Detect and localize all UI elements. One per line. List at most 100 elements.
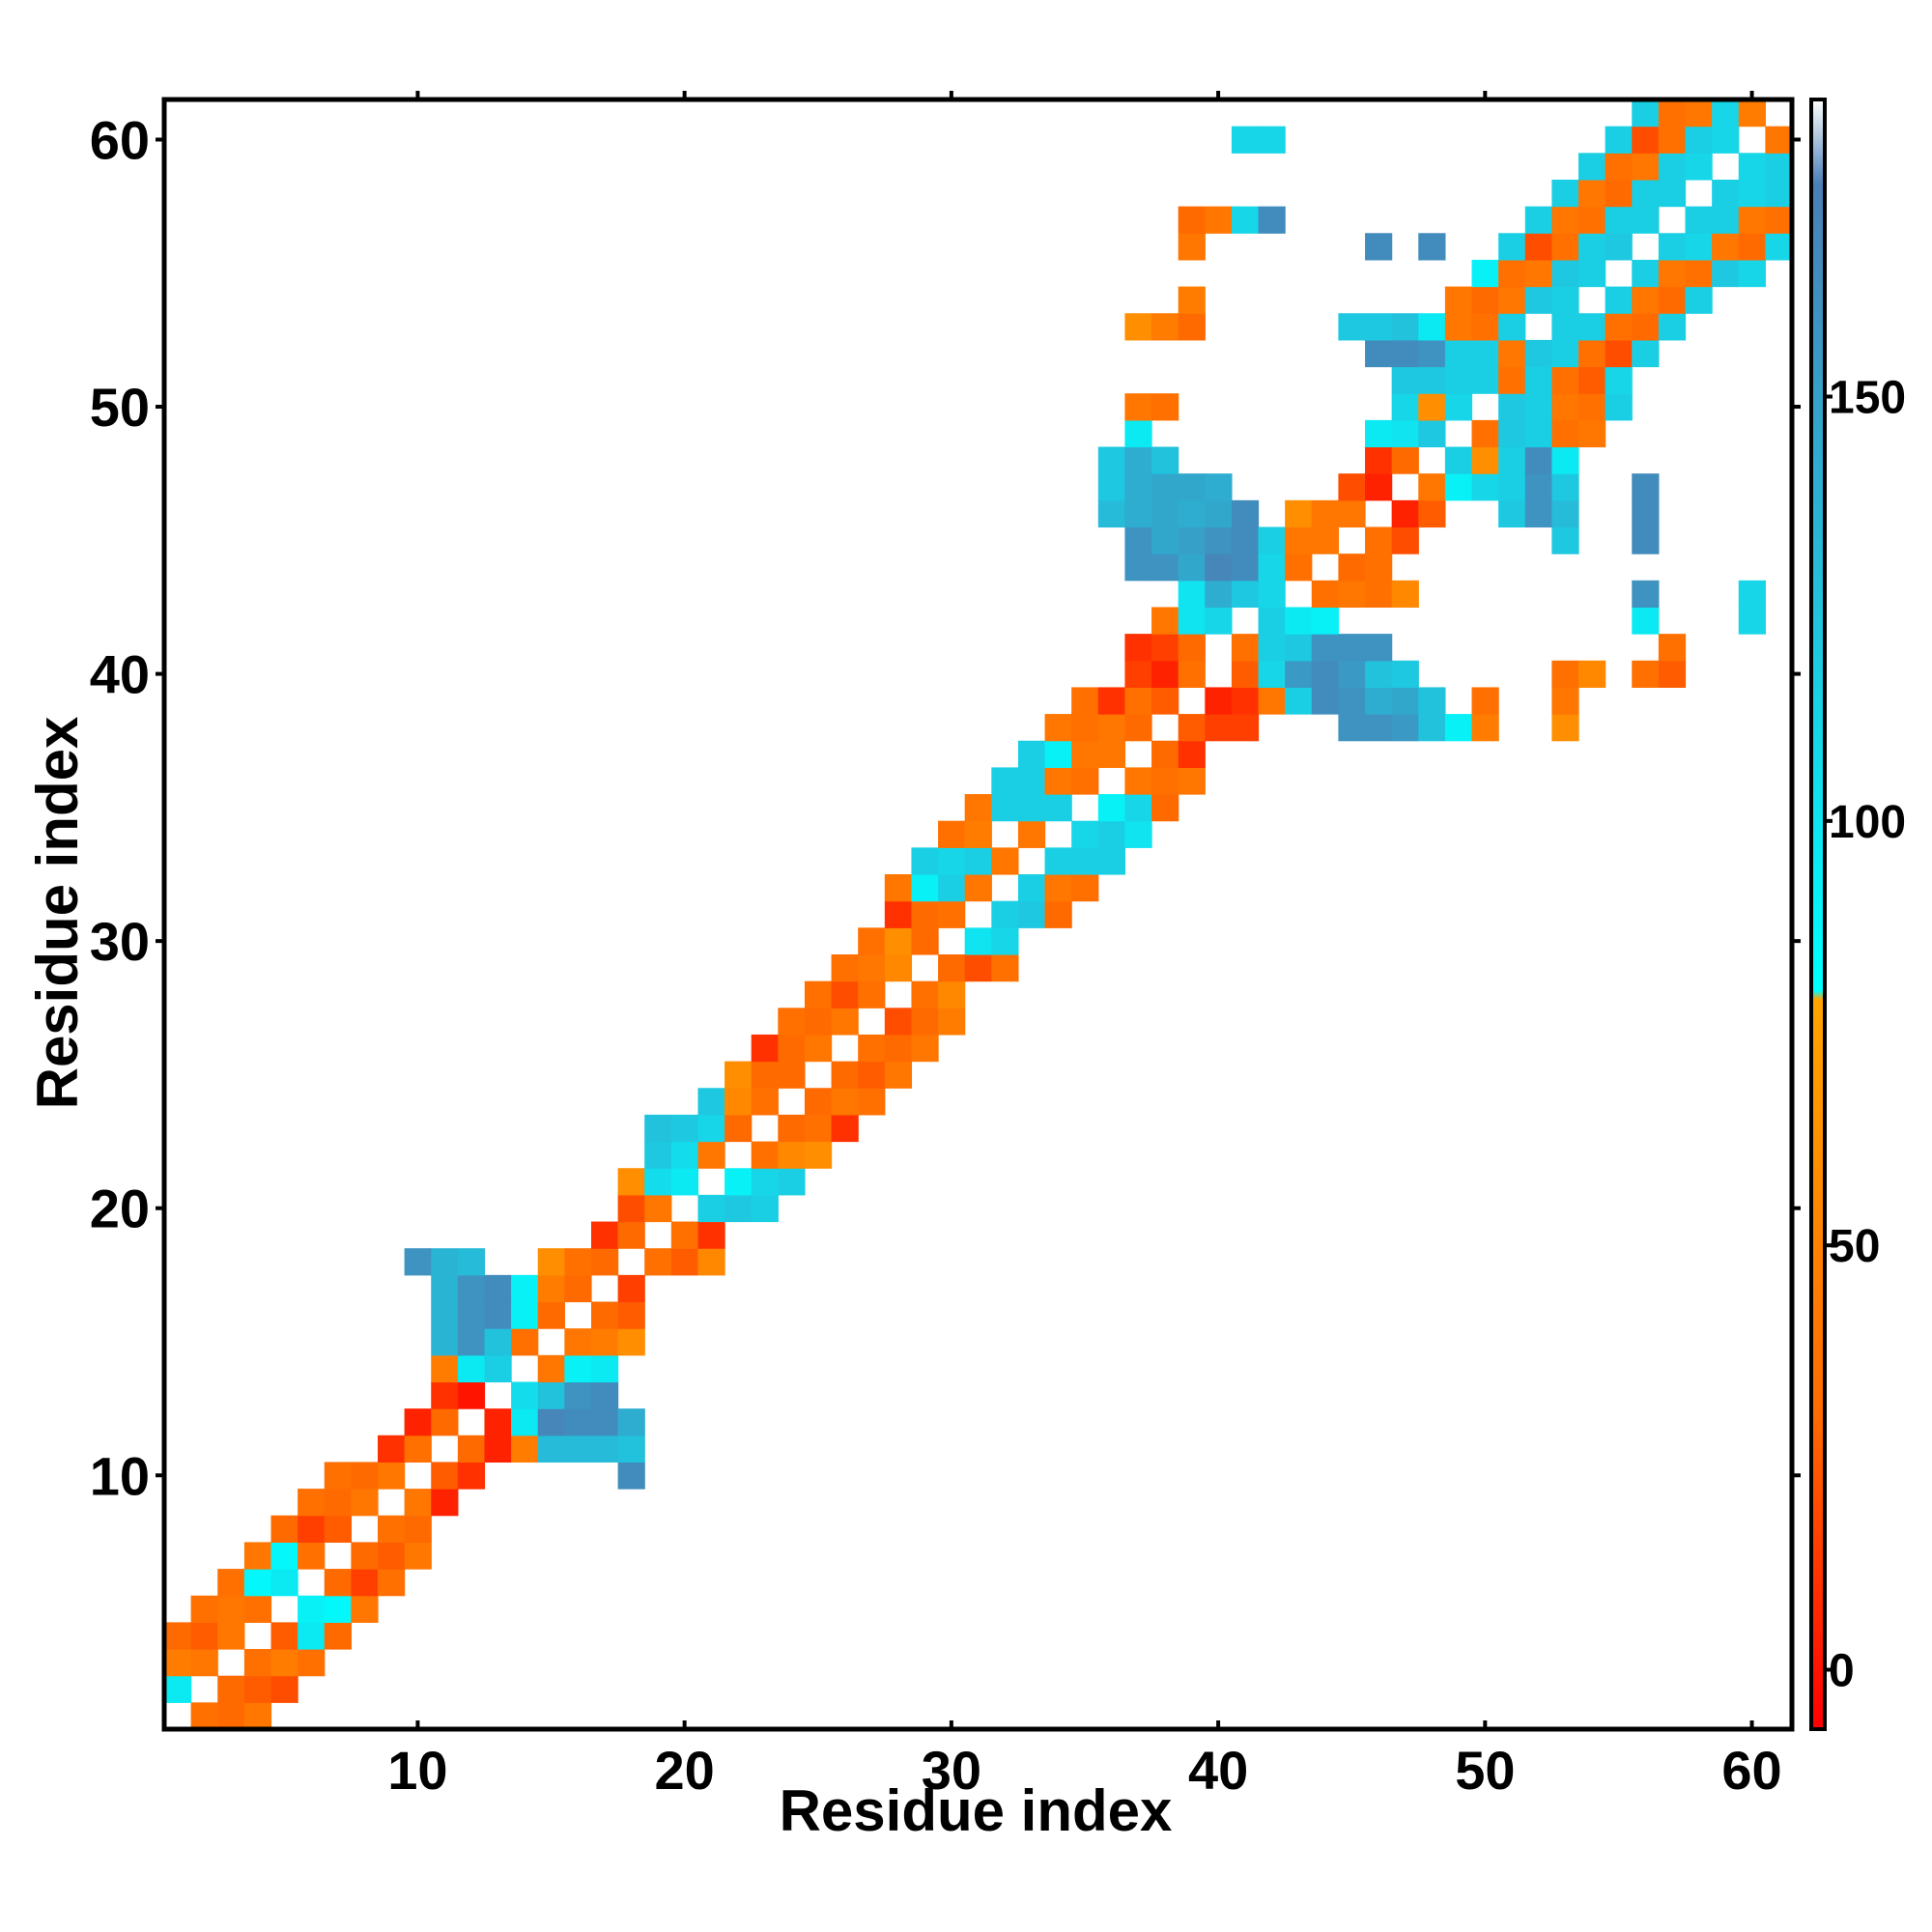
- heatmap-cell: [1017, 900, 1046, 928]
- heatmap-cell: [1605, 286, 1633, 314]
- heatmap-cell: [564, 1328, 592, 1356]
- heatmap-cell: [1231, 714, 1260, 742]
- heatmap-cell: [484, 1408, 512, 1436]
- heatmap-cell: [1418, 687, 1446, 715]
- heatmap-cell: [964, 953, 992, 982]
- heatmap-cell: [1017, 767, 1046, 795]
- heatmap-cell: [938, 874, 966, 902]
- heatmap-cell: [1605, 153, 1633, 181]
- heatmap-cell: [564, 1274, 592, 1303]
- heatmap-cell: [1231, 687, 1260, 715]
- heatmap-cell: [1471, 473, 1499, 501]
- y-tick-label: 10: [90, 1445, 150, 1506]
- heatmap-cell: [243, 1675, 272, 1703]
- heatmap-cell: [1124, 446, 1152, 474]
- heatmap-cell: [617, 1221, 645, 1249]
- heatmap-cell: [484, 1274, 512, 1303]
- heatmap-cell: [298, 1595, 326, 1623]
- heatmap-cell: [1418, 233, 1446, 261]
- heatmap-cell: [938, 1008, 966, 1036]
- heatmap-cell: [1178, 233, 1206, 261]
- heatmap-cell: [298, 1515, 326, 1543]
- heatmap-cell: [831, 1061, 859, 1089]
- heatmap-cell: [1578, 366, 1606, 394]
- heatmap-cell: [1444, 714, 1473, 742]
- heatmap-cell: [431, 1328, 459, 1356]
- heatmap-cell: [457, 1274, 486, 1303]
- heatmap-cell: [644, 1114, 672, 1143]
- heatmap-cell: [1365, 580, 1393, 609]
- heatmap-cell: [190, 1702, 218, 1730]
- heatmap-cell: [1471, 714, 1499, 742]
- heatmap-cell: [1285, 554, 1313, 582]
- heatmap-cell: [1124, 820, 1152, 848]
- heatmap-cell: [404, 1408, 432, 1436]
- heatmap-cell: [911, 874, 939, 902]
- heatmap-cell: [1524, 446, 1552, 474]
- heatmap-cell: [1097, 687, 1126, 715]
- heatmap-cell: [1071, 847, 1099, 875]
- heatmap-cell: [778, 1061, 806, 1089]
- heatmap-cell: [964, 794, 992, 822]
- heatmap-cell: [351, 1569, 379, 1597]
- heatmap-cell: [511, 1328, 539, 1356]
- heatmap-cell: [1738, 233, 1766, 261]
- heatmap-cell: [1178, 526, 1206, 554]
- heatmap-cell: [1365, 687, 1393, 715]
- heatmap-cell: [1178, 286, 1206, 314]
- heatmap-cell: [1578, 179, 1606, 208]
- heatmap-cell: [1551, 366, 1579, 394]
- heatmap-cell: [778, 1141, 806, 1169]
- heatmap-cell: [457, 1248, 486, 1276]
- heatmap-cell: [1258, 126, 1286, 154]
- heatmap-cell: [1551, 419, 1579, 448]
- heatmap-cell: [1205, 206, 1233, 234]
- heatmap-cell: [270, 1622, 298, 1650]
- heatmap-cell: [964, 820, 992, 848]
- heatmap-cell: [270, 1675, 298, 1703]
- heatmap-cell: [1632, 126, 1660, 154]
- heatmap-cell: [1231, 499, 1260, 528]
- heatmap-cell: [1418, 499, 1446, 528]
- heatmap-cell: [431, 1274, 459, 1303]
- heatmap-cell: [1658, 179, 1687, 208]
- heatmap-cell: [1498, 259, 1526, 288]
- heatmap-cell: [1124, 687, 1152, 715]
- heatmap-cell: [1178, 580, 1206, 609]
- heatmap-cell: [1044, 847, 1072, 875]
- heatmap-cell: [1524, 419, 1552, 448]
- heatmap-cell: [858, 1088, 886, 1116]
- heatmap-cell: [1124, 660, 1152, 688]
- heatmap-cell: [457, 1435, 486, 1463]
- x-tick-label: 10: [387, 1740, 447, 1801]
- heatmap-cell: [724, 1114, 753, 1143]
- heatmap-cell: [1524, 366, 1552, 394]
- heatmap-cell: [1658, 259, 1687, 288]
- heatmap-cell: [1418, 473, 1446, 501]
- heatmap-cell: [1205, 687, 1233, 715]
- heatmap-cell: [1632, 660, 1660, 688]
- plot-axes: 10 20 30 40 50 60 10 20 30 40 50 60: [90, 91, 1801, 1801]
- heatmap-cell: [1391, 714, 1419, 742]
- heatmap-cell: [1178, 554, 1206, 582]
- heatmap-cell: [377, 1462, 406, 1490]
- heatmap-cell: [1338, 313, 1366, 341]
- heatmap-cell: [1444, 393, 1473, 421]
- heatmap-cell: [1365, 473, 1393, 501]
- heatmap-cell: [1071, 740, 1099, 768]
- heatmap-cell: [351, 1489, 379, 1517]
- heatmap-cell: [511, 1408, 539, 1436]
- heatmap-cell: [1178, 607, 1206, 635]
- heatmap-cell: [377, 1435, 406, 1463]
- heatmap-cell: [1605, 206, 1633, 234]
- heatmap-cell: [1765, 233, 1793, 261]
- heatmap-cell: [511, 1301, 539, 1329]
- heatmap-cell: [1685, 99, 1713, 128]
- heatmap-cell: [351, 1595, 379, 1623]
- heatmap-cell: [1418, 313, 1446, 341]
- heatmap-cell: [1632, 259, 1660, 288]
- heatmap-cell: [1605, 339, 1633, 368]
- heatmap-cell: [911, 847, 939, 875]
- heatmap-cell: [1365, 714, 1393, 742]
- colorbar-tick-label: 150: [1829, 373, 1906, 424]
